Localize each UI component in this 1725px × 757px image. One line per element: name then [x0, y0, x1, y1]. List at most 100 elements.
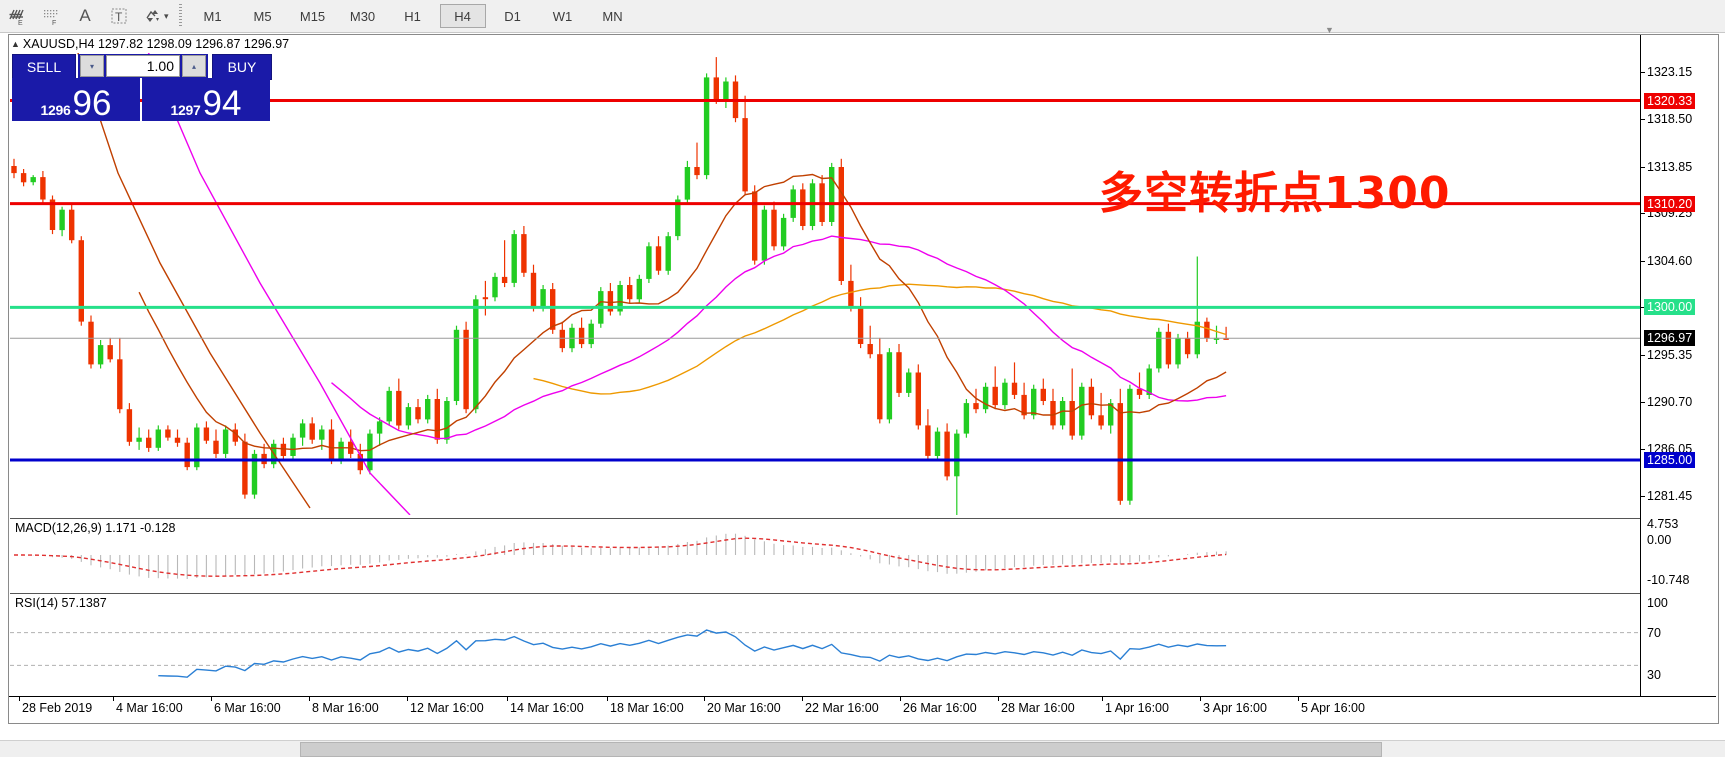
- price-axis-tick: [1641, 307, 1645, 309]
- time-axis-label: 26 Mar 16:00: [903, 701, 977, 715]
- rsi-axis-label: 70: [1647, 626, 1661, 640]
- timeframe-mn[interactable]: MN: [602, 8, 623, 24]
- time-axis-label: 12 Mar 16:00: [410, 701, 484, 715]
- price-axis-tick: [1641, 213, 1645, 215]
- time-axis-tick: [1102, 697, 1103, 701]
- time-axis[interactable]: 28 Feb 2019 4 Mar 16:00 6 Mar 16:00 8 Mar 1…: [9, 696, 1716, 722]
- price-axis-tick: [1641, 119, 1645, 121]
- macd-axis-label: 4.753: [1647, 517, 1679, 531]
- time-axis-label: 3 Apr 16:00: [1203, 701, 1267, 715]
- macd-axis-label: 0.00: [1647, 533, 1672, 547]
- svg-text:E: E: [18, 20, 23, 27]
- time-axis-tick: [211, 697, 212, 701]
- grid-glyph: F: [44, 10, 58, 27]
- price-pane[interactable]: [10, 53, 1640, 515]
- time-axis-tick: [900, 697, 901, 701]
- text-box-glyph: T: [111, 8, 127, 24]
- macd-canvas: [14, 533, 1227, 579]
- indicators-glyph: E: [9, 9, 24, 27]
- timeframe-m5[interactable]: M5: [253, 8, 272, 24]
- time-axis-tick: [19, 697, 20, 701]
- price-axis-tick: [1641, 71, 1645, 73]
- price-axis-highlight: 1296.97: [1644, 330, 1696, 347]
- price-axis-label: 1281.45: [1647, 489, 1693, 504]
- time-axis-label: 8 Mar 16:00: [312, 701, 379, 715]
- timeframe-h1[interactable]: H1: [404, 8, 421, 24]
- price-axis-label: 1290.70: [1647, 395, 1693, 409]
- bid-price-box[interactable]: 1296 96: [12, 78, 140, 121]
- volume-decrease-icon[interactable]: ▾: [80, 55, 104, 77]
- time-axis-tick: [507, 697, 508, 701]
- rsi-axis-label: 30: [1647, 668, 1661, 682]
- main-toolbar: E F A T ▾ M1 M5 M15 M30 H1 H4: [0, 0, 1725, 33]
- toolbar-separator: [176, 3, 185, 29]
- rsi-line: [158, 629, 1227, 678]
- time-axis-tick: [802, 697, 803, 701]
- timeframe-h4[interactable]: H4: [439, 4, 486, 28]
- timeframe-m30[interactable]: M30: [349, 8, 376, 24]
- price-axis-highlight: 1310.20: [1644, 195, 1696, 212]
- ask-price-box[interactable]: 1297 94: [142, 78, 270, 121]
- time-axis-tick: [998, 697, 999, 701]
- window-scroll-indicator[interactable]: ▼: [1325, 25, 1334, 35]
- price-axis-tick: [1641, 402, 1645, 403]
- horizontal-scrollbar[interactable]: [0, 740, 1725, 757]
- svg-text:T: T: [115, 10, 123, 24]
- ask-price-whole: 1297: [170, 102, 201, 118]
- one-click-trading-panel[interactable]: SELL ▾ 1.00 ▴ BUY 1296 96 1297 94: [12, 54, 272, 121]
- volume-increase-icon[interactable]: ▴: [182, 55, 206, 77]
- objects-icon[interactable]: [136, 1, 170, 31]
- timeframe-m1[interactable]: M1: [203, 8, 222, 24]
- svg-text:F: F: [52, 20, 56, 27]
- price-chart-canvas[interactable]: [10, 53, 1640, 515]
- trade-panel-quotes-row: 1296 96 1297 94: [12, 78, 270, 121]
- macd-signal-line: [14, 537, 1227, 577]
- text-label-icon[interactable]: A: [68, 1, 102, 31]
- rsi-pane[interactable]: RSI(14) 57.1387: [10, 593, 1640, 696]
- buy-button[interactable]: BUY: [212, 54, 272, 80]
- time-axis-label: 18 Mar 16:00: [610, 701, 684, 715]
- indicators-icon[interactable]: E: [0, 1, 34, 31]
- time-axis-tick: [113, 697, 114, 701]
- macd-histogram: [23, 533, 1227, 579]
- chart-annotation-text[interactable]: 多空转折点1300: [1099, 168, 1451, 219]
- price-axis-highlight: 1300.00: [1644, 299, 1696, 316]
- time-axis-tick: [607, 697, 608, 701]
- timeframe-d1[interactable]: D1: [504, 8, 521, 24]
- time-axis-label: 5 Apr 16:00: [1301, 701, 1365, 715]
- time-axis-label: 1 Apr 16:00: [1105, 701, 1169, 715]
- chart-symbol-ohlc: XAUUSD,H4 1297.82 1298.09 1296.87 1296.9…: [22, 37, 290, 51]
- price-axis-tick: [1641, 354, 1645, 356]
- price-axis-label: 1318.50: [1647, 112, 1693, 127]
- time-axis-tick: [309, 697, 310, 701]
- scrollbar-thumb[interactable]: [300, 742, 1382, 757]
- letter-a-glyph: A: [79, 6, 91, 25]
- price-axis-label: 1313.85: [1647, 159, 1693, 174]
- timeframe-w1[interactable]: W1: [552, 8, 573, 24]
- price-axis-label: 1304.60: [1647, 253, 1693, 268]
- time-axis-label: 28 Feb 2019: [22, 701, 93, 715]
- rsi-label: RSI(14) 57.1387: [15, 596, 107, 610]
- volume-input[interactable]: 1.00: [106, 55, 180, 77]
- time-axis-tick: [1200, 697, 1201, 701]
- time-axis-tick: [1298, 697, 1299, 701]
- time-axis-label: 22 Mar 16:00: [805, 701, 879, 715]
- price-axis[interactable]: 1323.151318.501313.851309.251304.601300.…: [1640, 35, 1717, 721]
- chart-title-bar: ▲ XAUUSD,H4 1297.82 1298.09 1296.87 1296.…: [11, 37, 289, 52]
- price-axis-tick: [1641, 496, 1645, 498]
- dropdown-caret-icon[interactable]: ▾: [164, 10, 169, 21]
- price-axis-tick: [1641, 260, 1645, 262]
- time-axis-label: 14 Mar 16:00: [510, 701, 584, 715]
- macd-pane[interactable]: MACD(12,26,9) 1.171 -0.128: [10, 518, 1640, 591]
- macd-label: MACD(12,26,9) 1.171 -0.128: [15, 521, 176, 535]
- grid-icon[interactable]: F: [34, 1, 68, 31]
- trade-panel-top-row: SELL ▾ 1.00 ▴ BUY: [12, 54, 272, 80]
- candlestick-series: [11, 57, 1229, 515]
- symbol-expand-icon[interactable]: ▲: [11, 39, 20, 49]
- volume-stepper[interactable]: ▾ 1.00 ▴: [78, 54, 208, 78]
- sell-button[interactable]: SELL: [12, 54, 76, 80]
- price-axis-tick: [1641, 166, 1645, 168]
- timeframe-m15[interactable]: M15: [299, 8, 326, 24]
- rsi-axis-label: 100: [1647, 596, 1668, 610]
- text-object-icon[interactable]: T: [102, 1, 136, 31]
